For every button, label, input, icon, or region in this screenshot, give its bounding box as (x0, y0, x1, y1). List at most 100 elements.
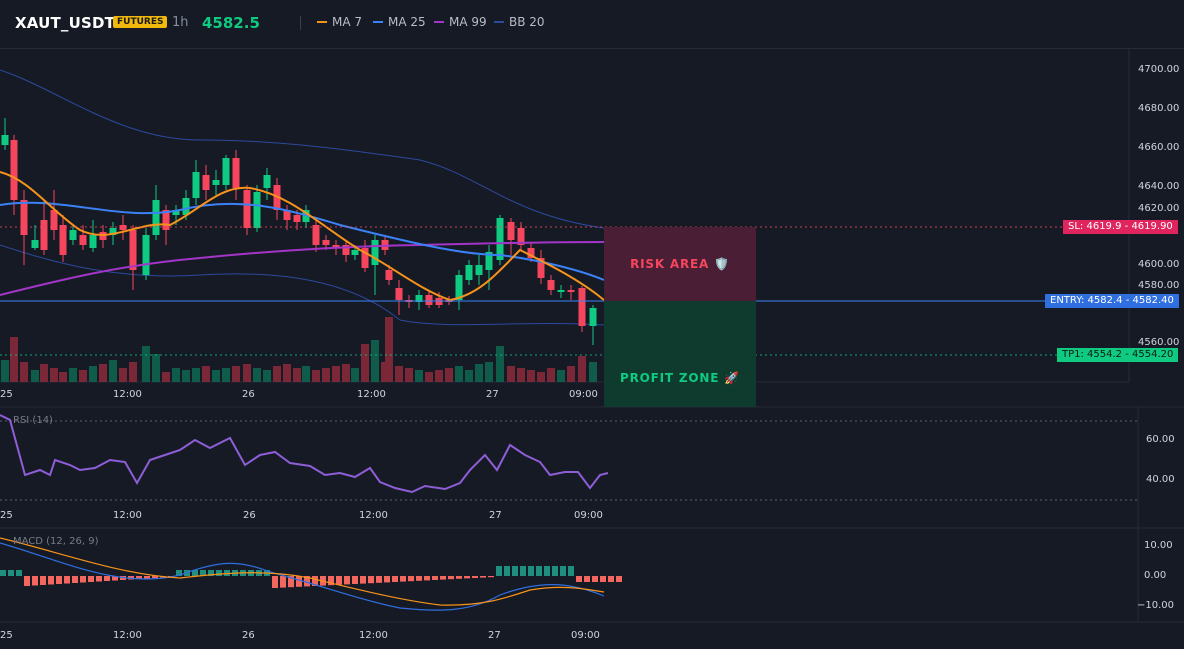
volume-bar (312, 370, 320, 382)
candle-body (20, 200, 28, 235)
time-tick: 12:00 (113, 389, 142, 400)
rsi-axis-tick: 60.00 (1146, 434, 1175, 445)
macd-pane (0, 537, 622, 611)
volume-bar (202, 366, 210, 382)
macd-histogram-bar (192, 570, 198, 576)
candle-body (507, 222, 515, 240)
macd-histogram-bar (472, 576, 478, 578)
legend-ma25[interactable]: MA 25 (373, 15, 426, 29)
volume-bar (455, 366, 463, 382)
candle-body (1, 135, 9, 145)
macd-axis-tick: 0.00 (1144, 570, 1167, 581)
ma25-line (0, 201, 605, 281)
candle-body (162, 210, 170, 230)
legend-ma7[interactable]: MA 7 (317, 15, 362, 29)
volume-bar (182, 370, 190, 382)
macd-histogram-bar (432, 576, 438, 580)
candle-body (99, 232, 107, 240)
macd-histogram-bar (360, 576, 366, 584)
volume-bar (243, 364, 251, 382)
volume-bar (322, 368, 330, 382)
macd-histogram-bar (496, 566, 502, 576)
candle-body (192, 172, 200, 198)
take-profit-axis-value: 4554.20 (1132, 349, 1174, 360)
macd-histogram-bar (88, 576, 94, 582)
moving-averages (0, 171, 605, 302)
volume-bar (109, 360, 117, 382)
macd-histogram-bar (176, 570, 182, 576)
timeframe-selector[interactable]: 1h (172, 15, 189, 30)
volume-bar (578, 356, 586, 382)
volume-bar (162, 372, 170, 382)
risk-area-zone[interactable]: RISK AREA 🛡️ (604, 227, 756, 301)
stop-loss-tag-text: SL: 4619.9 (1068, 221, 1122, 232)
volume-bar (50, 368, 58, 382)
price-tick: 4560.00 (1138, 337, 1180, 348)
volume-bar (212, 370, 220, 382)
macd-histogram-bar (312, 576, 318, 586)
macd-signal-line (0, 537, 605, 606)
macd-histogram-bar (400, 576, 406, 582)
macd-histogram-bar (352, 576, 358, 584)
candle-body (59, 225, 67, 255)
macd-histogram-bar (200, 570, 206, 576)
candlesticks (1, 118, 597, 345)
macd-histogram-bar (24, 576, 30, 586)
volume-bar (172, 368, 180, 382)
macd-histogram-bar (32, 576, 38, 586)
macd-histogram-bar (424, 576, 430, 581)
macd-histogram-bar (552, 566, 558, 576)
candle-body (31, 240, 39, 248)
macd-histogram-bar (448, 576, 454, 580)
entry-axis-value: 4582.40 (1132, 295, 1174, 306)
time-tick: 27 (489, 510, 502, 521)
macd-histogram-bar (464, 576, 470, 579)
candle-body (322, 240, 330, 245)
macd-histogram-bar (568, 566, 574, 576)
rsi-line (0, 414, 609, 494)
macd-axis-tick: −10.00 (1137, 600, 1175, 611)
volume-bar (142, 346, 150, 382)
candle-body (547, 280, 555, 290)
time-tick: 12:00 (359, 630, 388, 641)
candle-body (361, 248, 369, 268)
volume-bar (302, 366, 310, 382)
legend-bb20[interactable]: BB 20 (494, 15, 545, 29)
candle-body (415, 295, 423, 302)
profit-zone-label: PROFIT ZONE 🚀 (620, 371, 740, 385)
profit-zone[interactable]: PROFIT ZONE 🚀 (604, 301, 756, 407)
time-tick: 12:00 (357, 389, 386, 400)
rsi-pane (0, 414, 1138, 501)
chart-header: XAUT_USDT FUTURES 1h 4582.5 MA 7 MA 25 M… (0, 0, 1184, 49)
candle-body (425, 295, 433, 305)
entry-tag: ENTRY: 4582.4 - 4582.40 (1045, 294, 1179, 308)
time-tick: 27 (488, 630, 501, 641)
macd-histogram-bar (392, 576, 398, 582)
volume-bar (496, 346, 504, 382)
macd-histogram-bar (520, 566, 526, 576)
volume-bar (79, 370, 87, 382)
take-profit-tag: TP1: 4554.2 - 4554.20 (1057, 348, 1179, 362)
volume-bar (342, 364, 350, 382)
macd-histogram-bar (480, 576, 486, 578)
volume-bar (415, 370, 423, 382)
volume-bar (405, 368, 413, 382)
candle-body (371, 240, 379, 265)
volume-bar (332, 366, 340, 382)
macd-histogram-bar (512, 566, 518, 576)
macd-histogram-bar (80, 576, 86, 583)
macd-histogram-bar (304, 576, 310, 587)
legend-ma99[interactable]: MA 99 (434, 15, 487, 29)
macd-histogram-bar (368, 576, 374, 584)
candle-body (10, 140, 18, 200)
macd-histogram-bar (528, 566, 534, 576)
candle-body (496, 218, 504, 260)
symbol-title[interactable]: XAUT_USDT (15, 14, 116, 32)
time-tick: 12:00 (113, 630, 142, 641)
grid-lines (0, 48, 1184, 623)
macd-histogram-bar (296, 576, 302, 587)
volume-bars (1, 317, 597, 382)
rsi-axis-tick: 40.00 (1146, 474, 1175, 485)
macd-histogram-bar (216, 570, 222, 576)
